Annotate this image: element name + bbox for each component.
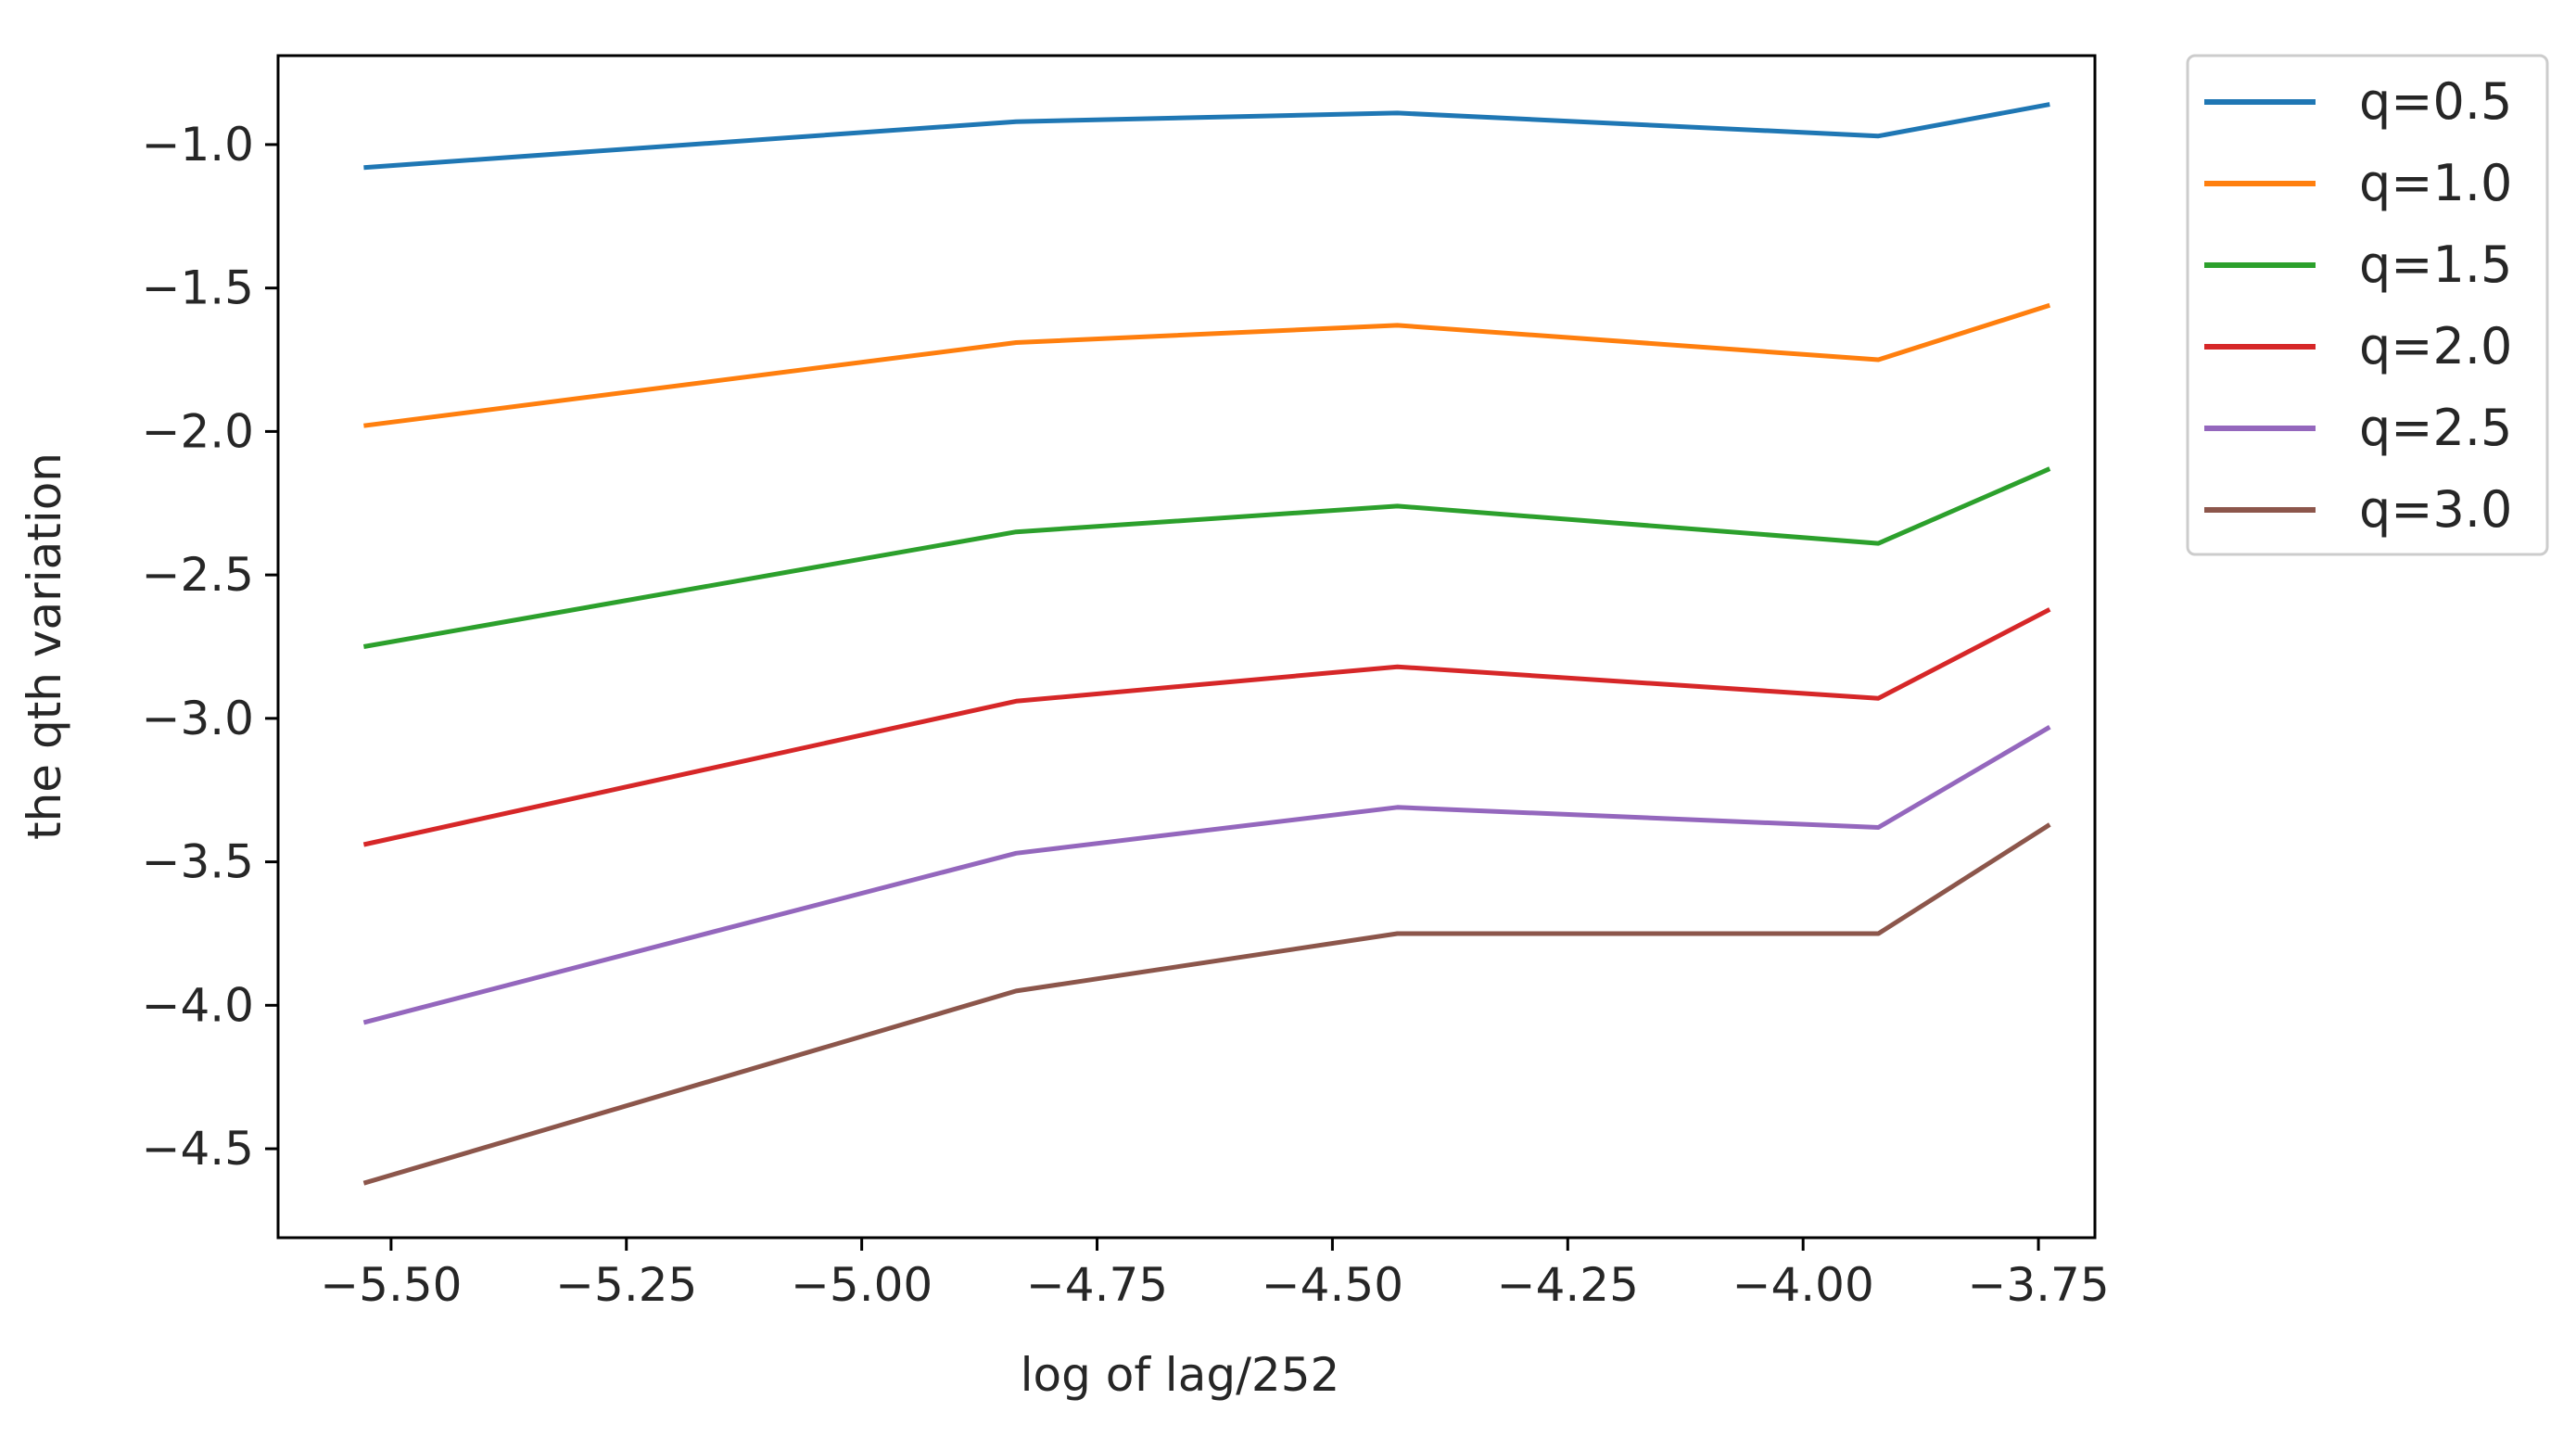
legend-label: q=1.5 bbox=[2359, 235, 2512, 294]
x-tick-label: −4.00 bbox=[1732, 1258, 1874, 1312]
legend-label: q=3.0 bbox=[2359, 480, 2512, 539]
series-line-5 bbox=[362, 822, 2051, 1186]
x-axis: −5.50 −5.25 −5.00 −4.75 −4.50 −4.25 −4.00 −3.75 bbox=[320, 1238, 2110, 1312]
y-axis-label: the qth variation bbox=[18, 452, 71, 840]
legend-label: q=1.0 bbox=[2359, 154, 2512, 212]
y-tick-label: −2.0 bbox=[142, 404, 254, 458]
y-tick-label: −2.5 bbox=[142, 548, 254, 602]
x-tick-label: −5.00 bbox=[791, 1258, 933, 1312]
legend: q=0.5 q=1.0 q=1.5 q=2.0 q=2.5 q=3.0 bbox=[2186, 54, 2549, 556]
series-line-3 bbox=[362, 607, 2051, 847]
x-axis-label: log of lag/252 bbox=[1021, 1348, 1340, 1402]
y-tick-label: −3.5 bbox=[142, 835, 254, 889]
legend-label: q=2.5 bbox=[2359, 399, 2512, 457]
y-tick-label: −1.5 bbox=[142, 261, 254, 315]
y-tick-label: −4.5 bbox=[142, 1122, 254, 1176]
x-tick-label: −3.75 bbox=[1967, 1258, 2109, 1312]
x-tick-label: −4.75 bbox=[1026, 1258, 1168, 1312]
series-line-2 bbox=[362, 466, 2051, 649]
y-tick-label: −1.0 bbox=[142, 118, 254, 172]
series-line-1 bbox=[363, 302, 2051, 428]
plot-frame bbox=[276, 54, 2097, 1240]
legend-items: q=0.5 q=1.0 q=1.5 q=2.0 q=2.5 q=3.0 bbox=[2204, 72, 2512, 539]
x-tick-label: −4.50 bbox=[1262, 1258, 1403, 1312]
y-tick-label: −4.0 bbox=[142, 978, 254, 1032]
x-tick-label: −4.25 bbox=[1497, 1258, 1639, 1312]
series-layer bbox=[362, 102, 2051, 1186]
x-tick-label: −5.25 bbox=[555, 1258, 697, 1312]
legend-label: q=0.5 bbox=[2359, 72, 2512, 131]
y-tick-label: −3.0 bbox=[142, 692, 254, 745]
legend-label: q=2.0 bbox=[2359, 317, 2512, 375]
y-axis: −1.0 −1.5 −2.0 −2.5 −3.0 −3.5 −4.0 −4.5 bbox=[142, 118, 278, 1176]
series-line-0 bbox=[363, 102, 2050, 171]
series-line-4 bbox=[362, 725, 2051, 1025]
x-tick-label: −5.50 bbox=[320, 1258, 462, 1312]
